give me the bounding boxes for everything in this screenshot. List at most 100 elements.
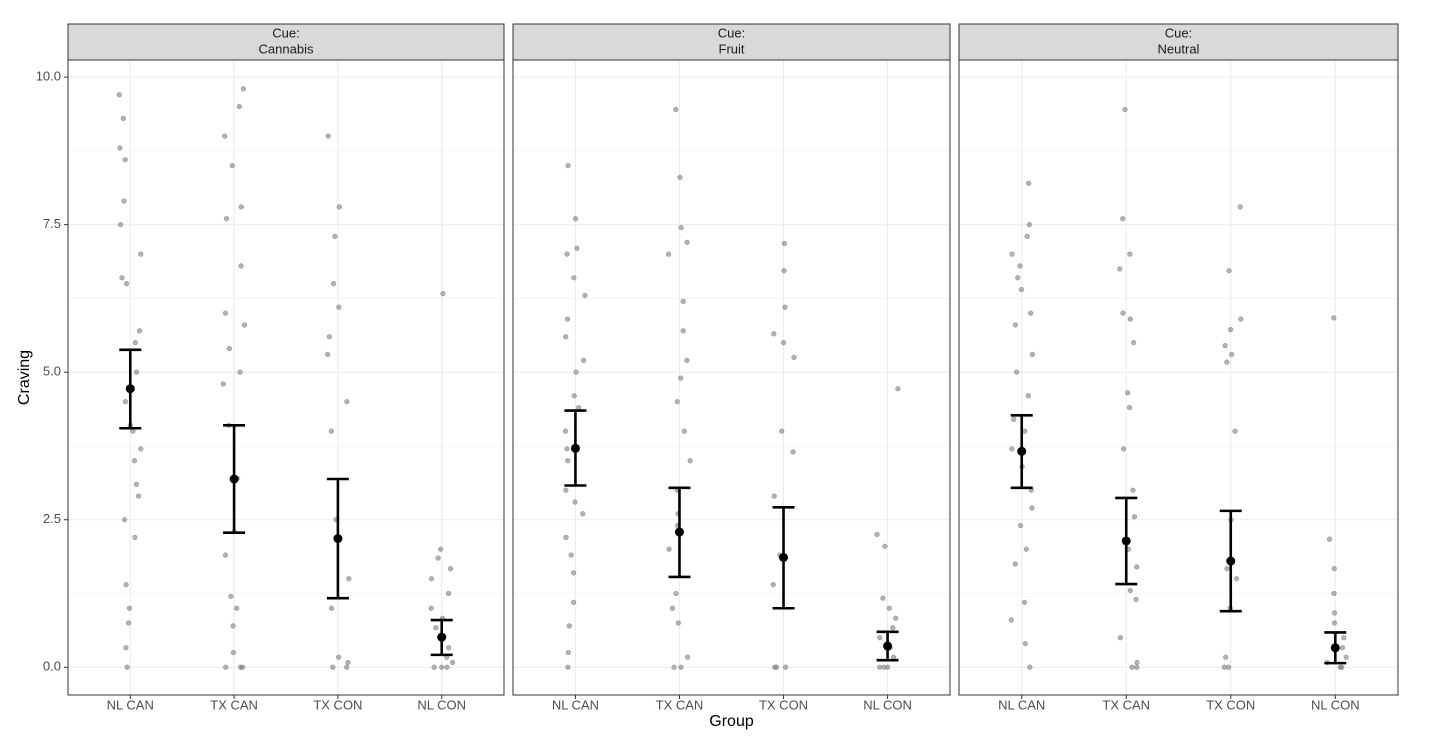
data-point [236, 103, 243, 110]
data-point [565, 664, 571, 670]
data-point [230, 623, 236, 629]
data-point [1009, 251, 1015, 257]
data-point [571, 275, 577, 281]
data-point [882, 543, 888, 549]
data-point [568, 552, 574, 558]
x-tick-label: TX CAN [210, 697, 258, 712]
data-point [1028, 310, 1034, 316]
data-point [687, 458, 693, 464]
data-point [674, 399, 680, 405]
x-axis-label: Group [709, 713, 754, 730]
data-point [572, 216, 579, 222]
data-point [124, 664, 130, 670]
mean-point [883, 641, 893, 651]
data-point [678, 224, 684, 231]
y-tick-label: 7.5 [43, 216, 61, 231]
data-point [439, 664, 445, 670]
data-point [332, 233, 338, 240]
data-point [566, 623, 573, 629]
data-point [1022, 641, 1028, 647]
data-point [1223, 654, 1229, 660]
data-point [238, 263, 244, 269]
y-tick-label: 0.0 [43, 659, 61, 674]
data-point [1339, 664, 1345, 670]
data-point [565, 458, 571, 464]
data-point [1026, 180, 1032, 186]
facet-value: Fruit [719, 41, 745, 56]
y-axis-label: Craving [16, 350, 33, 405]
data-point [782, 304, 788, 310]
data-point [571, 570, 577, 576]
data-point [226, 345, 233, 352]
y-tick-label: 5.0 [43, 364, 61, 379]
data-point [325, 133, 331, 139]
data-point [1017, 522, 1024, 529]
data-point [230, 649, 236, 656]
data-point [1017, 263, 1023, 269]
data-point [1117, 635, 1123, 641]
data-point [565, 162, 571, 169]
data-point [1238, 316, 1244, 322]
data-point [770, 581, 776, 588]
data-point [582, 292, 588, 299]
data-point [572, 499, 578, 505]
data-point [564, 316, 571, 322]
data-point [779, 428, 785, 434]
data-point [117, 222, 124, 228]
data-point [1021, 599, 1028, 605]
data-point [665, 251, 672, 257]
data-point [240, 86, 247, 92]
data-point [563, 334, 569, 340]
data-point [671, 664, 677, 670]
data-point [1127, 587, 1134, 594]
data-point [563, 534, 569, 541]
data-point [1222, 342, 1228, 349]
x-tick-label: NL CAN [998, 697, 1045, 712]
data-point [1022, 428, 1028, 434]
data-point [1023, 546, 1029, 552]
x-tick-label: NL CON [863, 697, 912, 712]
data-point [874, 531, 880, 538]
data-point [1331, 590, 1337, 597]
data-point [684, 357, 690, 364]
y-tick-label: 2.5 [43, 511, 61, 526]
data-point [122, 157, 128, 163]
data-point [1117, 266, 1123, 272]
strip-background [512, 23, 951, 61]
data-point [1130, 487, 1136, 493]
data-point [126, 605, 133, 611]
x-tick-label: NL CON [417, 697, 466, 712]
data-point [877, 635, 883, 641]
data-point [1341, 635, 1347, 641]
data-point [1122, 106, 1128, 113]
data-point [678, 375, 684, 381]
data-point [433, 625, 439, 631]
data-point [571, 393, 577, 399]
data-point [886, 605, 892, 611]
data-point [1237, 204, 1243, 210]
data-point [1129, 664, 1135, 670]
data-point [790, 449, 796, 455]
data-point [440, 291, 446, 297]
data-point [1127, 316, 1133, 322]
facet-label: Cue: [718, 25, 745, 40]
data-point [571, 599, 577, 605]
data-point [673, 106, 679, 113]
data-point [1120, 310, 1126, 316]
data-point [673, 590, 679, 597]
data-point [1018, 286, 1025, 293]
data-point [223, 664, 229, 670]
data-point [446, 645, 452, 651]
data-point [1015, 275, 1021, 281]
x-tick-label: TX CAN [1102, 697, 1150, 712]
data-point [344, 399, 350, 405]
data-point [771, 493, 777, 499]
mean-point [437, 632, 447, 642]
data-point [1011, 416, 1017, 423]
data-point [1126, 404, 1133, 411]
data-point [1026, 222, 1033, 228]
x-tick-label: NL CAN [107, 697, 154, 712]
data-point [133, 369, 140, 375]
data-point [893, 615, 899, 621]
data-point [136, 328, 143, 334]
